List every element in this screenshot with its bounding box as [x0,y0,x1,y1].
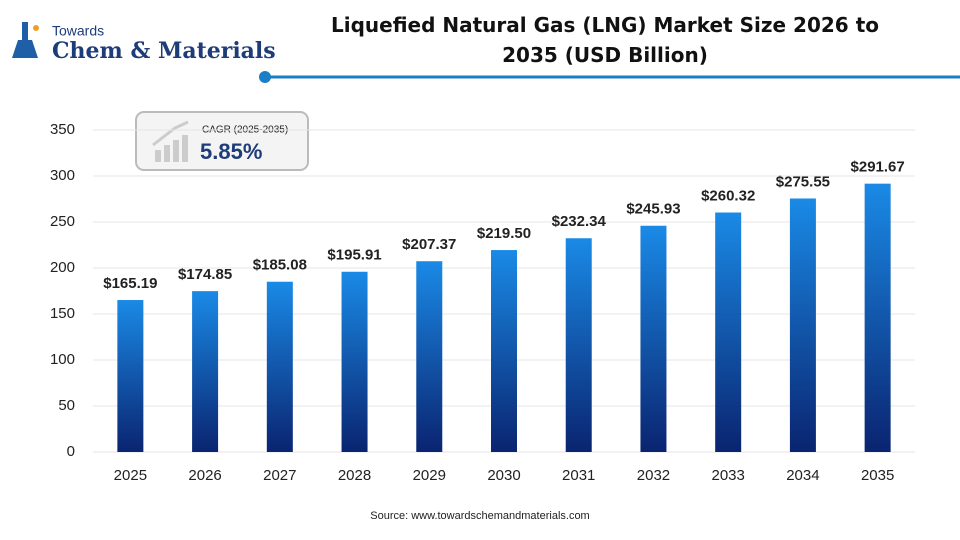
bar [864,183,891,452]
logo-icon [12,22,39,58]
x-tick-label: 2035 [861,467,894,484]
x-tick-label: 2025 [114,467,147,484]
y-tick-label: 300 [50,167,75,184]
bar [117,300,144,452]
y-tick-label: 50 [58,397,75,414]
bar [640,225,667,452]
value-label: $232.34 [552,213,607,230]
value-label: $260.32 [701,187,755,204]
x-tick-label: 2029 [413,467,446,484]
y-tick-label: 150 [50,305,75,322]
source: Source: www.towardschemandmaterials.com [370,510,589,522]
bar [565,238,592,452]
x-tick-label: 2034 [786,467,819,484]
bar [192,291,219,452]
y-tick-label: 100 [50,351,75,368]
value-label: $195.91 [327,247,381,264]
cagr-value: 5.85% [200,139,262,164]
bar [789,198,816,452]
x-tick-label: 2027 [263,467,296,484]
value-label: $219.50 [477,225,531,242]
value-label: $275.55 [776,173,830,190]
y-tick-label: 250 [50,213,75,230]
x-tick-label: 2031 [562,467,595,484]
logo-line2: Chem & Materials [52,38,276,64]
value-label: $291.67 [851,159,905,176]
bar [266,281,293,452]
value-label: $174.85 [178,266,232,283]
y-tick-label: 200 [50,259,75,276]
x-tick-label: 2028 [338,467,371,484]
x-tick-label: 2026 [188,467,221,484]
cagr-box [135,111,309,171]
bar [341,271,368,452]
title-dot [259,71,271,83]
x-tick-label: 2033 [711,467,744,484]
bar [491,250,517,452]
y-tick-label: 0 [67,443,75,460]
bar [416,261,443,452]
x-tick-label: 2032 [637,467,670,484]
value-label: $165.19 [103,275,157,292]
chart-title: Liquefied Natural Gas (LNG) Market Size … [331,13,879,67]
y-tick-label: 350 [50,121,75,138]
x-tick-label: 2030 [487,467,520,484]
value-label: $245.93 [626,201,680,218]
bar [715,212,742,452]
value-label: $185.08 [253,257,307,274]
value-label: $207.37 [402,236,456,253]
logo-line1: Towards [52,23,104,39]
